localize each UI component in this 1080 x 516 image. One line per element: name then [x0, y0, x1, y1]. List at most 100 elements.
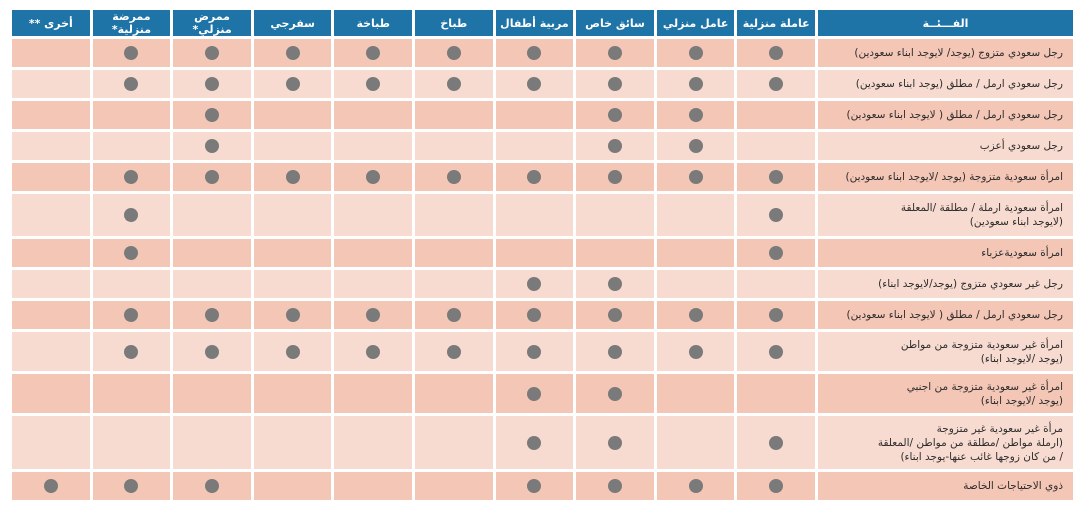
filled-circle-icon: [124, 479, 139, 493]
table-cell: [737, 70, 815, 98]
table-cell: [415, 132, 493, 160]
table-cell: [576, 416, 654, 469]
table-cell: [495, 101, 574, 129]
row-category-label: امرأة سعودية متزوجة (يوجد /لايوجد ابناء …: [818, 163, 1073, 191]
filled-circle-icon: [769, 46, 784, 60]
table-cell: [737, 301, 815, 329]
table-row: رجل سعودي أعزب: [12, 132, 1073, 160]
table-cell: [173, 374, 251, 413]
filled-circle-icon: [769, 435, 784, 450]
filled-circle-icon: [366, 308, 381, 322]
table-row: رجل سعودي متزوج (يوجد/ لايوجد ابناء سعود…: [12, 39, 1073, 67]
table-cell: [495, 416, 574, 469]
filled-circle-icon: [608, 139, 623, 153]
filled-circle-icon: [205, 479, 220, 493]
table-body: رجل سعودي متزوج (يوجد/ لايوجد ابناء سعود…: [12, 39, 1073, 500]
table-cell: [334, 332, 413, 371]
table-cell: [415, 70, 493, 98]
row-category-label-line: (يوجد /لايوجد ابناء): [980, 352, 1063, 365]
table-cell: [92, 301, 171, 329]
eligibility-table-wrapper: الفـــئــة عاملة منزلية عامل منزلي سائق …: [9, 7, 1076, 503]
filled-circle-icon: [124, 170, 139, 184]
table-cell: [737, 194, 815, 236]
table-cell: [92, 70, 171, 98]
table-cell: [656, 163, 735, 191]
table-cell: [737, 239, 815, 267]
table-cell: [656, 270, 735, 298]
table-cell: [173, 472, 251, 500]
table-cell: [576, 101, 654, 129]
table-cell: [576, 39, 654, 67]
filled-circle-icon: [285, 77, 300, 91]
table-row: امرأة غير سعودية متزوجة من اجنبي (يوجد /ل…: [12, 374, 1073, 413]
header-male-cook: طباخ: [415, 10, 493, 36]
row-category-label: رجل سعودي أعزب: [818, 132, 1073, 160]
table-row: رجل سعودي ارمل / مطلق ( لايوجد ابناء سعو…: [12, 101, 1073, 129]
table-cell: [415, 301, 493, 329]
row-category-label-line: امرأة سعودية ارملة / مطلقة /المعلقة: [900, 202, 1063, 214]
table-cell: [334, 374, 413, 413]
table-cell: [253, 101, 332, 129]
table-cell: [737, 416, 815, 469]
table-cell: [737, 270, 815, 298]
row-category-label: امرأة سعودية ارملة / مطلقة /المعلقة (لايو…: [818, 194, 1073, 236]
filled-circle-icon: [608, 46, 623, 60]
table-cell: [656, 101, 735, 129]
table-cell: [656, 70, 735, 98]
table-cell: [656, 416, 735, 469]
table-cell: [656, 332, 735, 371]
filled-circle-icon: [769, 208, 784, 222]
row-category-label-line: امرأة غير سعودية متزوجة من مواطن: [900, 338, 1063, 351]
table-cell: [92, 332, 171, 371]
header-other: أخرى **: [12, 10, 90, 36]
table-cell: [253, 332, 332, 371]
filled-circle-icon: [205, 170, 220, 184]
table-cell: [173, 416, 251, 469]
table-cell: [92, 270, 171, 298]
table-cell: [173, 194, 251, 236]
filled-circle-icon: [769, 170, 784, 184]
table-cell: [12, 332, 90, 371]
filled-circle-icon: [608, 479, 623, 493]
table-cell: [576, 270, 654, 298]
filled-circle-icon: [366, 46, 381, 60]
row-category-label-line: مرأة غير سعودية غير متزوجة: [936, 422, 1063, 435]
table-cell: [92, 416, 171, 469]
table-cell: [253, 301, 332, 329]
filled-circle-icon: [446, 170, 461, 184]
filled-circle-icon: [124, 246, 139, 260]
row-category-label: امرأة غير سعودية متزوجة من اجنبي (يوجد /ل…: [818, 374, 1073, 413]
table-cell: [737, 472, 815, 500]
filled-circle-icon: [608, 386, 623, 401]
filled-circle-icon: [769, 479, 784, 493]
table-cell: [334, 301, 413, 329]
table-cell: [253, 70, 332, 98]
table-cell: [737, 39, 815, 67]
table-cell: [576, 239, 654, 267]
filled-circle-icon: [769, 344, 784, 359]
table-cell: [495, 163, 574, 191]
header-female-domestic-worker: عاملة منزلية: [737, 10, 815, 36]
table-cell: [12, 101, 90, 129]
filled-circle-icon: [205, 308, 220, 322]
table-cell: [334, 472, 413, 500]
filled-circle-icon: [205, 46, 220, 60]
filled-circle-icon: [205, 139, 220, 153]
table-cell: [253, 472, 332, 500]
row-category-label-line: (ارملة مواطن /مطلقة من مواطن /المعلقة: [877, 436, 1063, 449]
table-cell: [92, 472, 171, 500]
table-cell: [415, 239, 493, 267]
table-cell: [576, 472, 654, 500]
table-cell: [173, 301, 251, 329]
table-cell: [12, 239, 90, 267]
table-cell: [92, 101, 171, 129]
header-category: الفـــئــة: [818, 10, 1073, 36]
table-cell: [334, 132, 413, 160]
table-cell: [92, 239, 171, 267]
filled-circle-icon: [688, 139, 703, 153]
table-cell: [173, 132, 251, 160]
table-cell: [415, 472, 493, 500]
filled-circle-icon: [527, 277, 542, 291]
filled-circle-icon: [446, 77, 461, 91]
table-cell: [576, 332, 654, 371]
